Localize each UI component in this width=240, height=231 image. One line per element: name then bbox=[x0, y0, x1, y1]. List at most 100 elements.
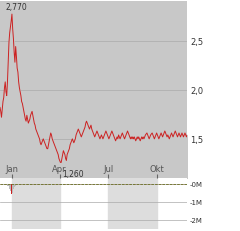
Bar bbox=[128, 184, 129, 185]
Bar bbox=[108, 184, 109, 185]
Bar bbox=[74, 184, 75, 185]
Bar bbox=[21, 184, 22, 185]
Bar bbox=[140, 184, 141, 185]
Bar bbox=[70, 184, 71, 185]
Bar bbox=[96, 184, 97, 185]
Bar bbox=[26, 184, 27, 185]
Bar bbox=[13, 184, 14, 189]
Bar bbox=[47, 184, 48, 185]
Bar bbox=[137, 184, 138, 185]
Bar bbox=[56, 184, 57, 185]
Bar bbox=[110, 184, 111, 185]
Bar bbox=[123, 184, 124, 185]
Bar bbox=[101, 184, 102, 185]
Bar bbox=[18, 184, 19, 185]
Bar bbox=[49, 184, 50, 185]
Bar bbox=[108, 178, 157, 229]
Bar bbox=[167, 184, 168, 185]
Bar bbox=[162, 184, 163, 185]
Bar bbox=[37, 184, 38, 185]
Bar bbox=[98, 184, 99, 185]
Bar bbox=[126, 184, 127, 185]
Bar bbox=[116, 184, 117, 185]
Bar bbox=[125, 184, 126, 185]
Bar bbox=[174, 184, 175, 185]
Bar bbox=[183, 184, 184, 185]
Bar bbox=[147, 184, 148, 185]
Bar bbox=[58, 184, 59, 185]
Bar bbox=[95, 184, 96, 185]
Bar bbox=[10, 184, 11, 191]
Bar bbox=[114, 184, 115, 185]
Bar bbox=[165, 184, 166, 185]
Bar bbox=[28, 184, 29, 185]
Bar bbox=[134, 184, 135, 185]
Bar bbox=[168, 184, 169, 185]
Bar bbox=[120, 184, 121, 185]
Bar bbox=[80, 184, 81, 185]
Bar bbox=[129, 184, 130, 185]
Bar bbox=[52, 184, 53, 185]
Bar bbox=[38, 184, 39, 185]
Bar bbox=[16, 184, 17, 185]
Bar bbox=[65, 184, 66, 185]
Bar bbox=[173, 184, 174, 185]
Bar bbox=[71, 184, 72, 185]
Bar bbox=[46, 184, 47, 185]
Bar bbox=[6, 184, 7, 185]
Bar bbox=[14, 184, 15, 187]
Bar bbox=[132, 184, 133, 185]
Bar bbox=[144, 184, 145, 185]
Bar bbox=[3, 184, 4, 185]
Bar bbox=[131, 184, 132, 185]
Bar bbox=[76, 184, 77, 185]
Bar bbox=[83, 184, 84, 185]
Bar bbox=[138, 184, 139, 185]
Text: 1,260: 1,260 bbox=[62, 170, 84, 179]
Bar bbox=[40, 184, 41, 185]
Bar bbox=[17, 184, 18, 185]
Bar bbox=[77, 184, 78, 185]
Bar bbox=[156, 184, 157, 185]
Bar bbox=[135, 184, 136, 185]
Bar bbox=[55, 184, 56, 185]
Bar bbox=[113, 184, 114, 185]
Bar bbox=[68, 184, 69, 185]
Bar bbox=[9, 184, 10, 189]
Bar bbox=[180, 184, 181, 185]
Bar bbox=[15, 184, 16, 186]
Bar bbox=[0, 184, 1, 185]
Bar bbox=[153, 184, 154, 185]
Bar bbox=[32, 184, 33, 185]
Bar bbox=[53, 184, 54, 185]
Bar bbox=[186, 184, 187, 185]
Bar bbox=[31, 184, 32, 185]
Text: 2,770: 2,770 bbox=[6, 3, 28, 12]
Bar bbox=[155, 184, 156, 185]
Bar bbox=[150, 184, 151, 185]
Bar bbox=[104, 184, 105, 185]
Bar bbox=[92, 184, 93, 185]
Bar bbox=[5, 184, 6, 185]
Bar bbox=[59, 184, 60, 185]
Bar bbox=[177, 184, 178, 185]
Bar bbox=[146, 184, 147, 185]
Bar bbox=[44, 184, 45, 185]
Bar bbox=[122, 184, 123, 185]
Bar bbox=[12, 184, 13, 193]
Bar bbox=[19, 184, 20, 185]
Bar bbox=[2, 184, 3, 185]
Bar bbox=[41, 184, 42, 185]
Bar bbox=[143, 184, 144, 185]
Bar bbox=[20, 184, 21, 185]
Bar bbox=[159, 184, 160, 185]
Bar bbox=[89, 184, 90, 185]
Bar bbox=[107, 184, 108, 185]
Bar bbox=[4, 184, 5, 185]
Bar bbox=[11, 184, 12, 195]
Bar bbox=[64, 184, 65, 185]
Bar bbox=[29, 184, 30, 185]
Bar bbox=[119, 184, 120, 185]
Bar bbox=[86, 184, 87, 185]
Bar bbox=[7, 184, 8, 186]
